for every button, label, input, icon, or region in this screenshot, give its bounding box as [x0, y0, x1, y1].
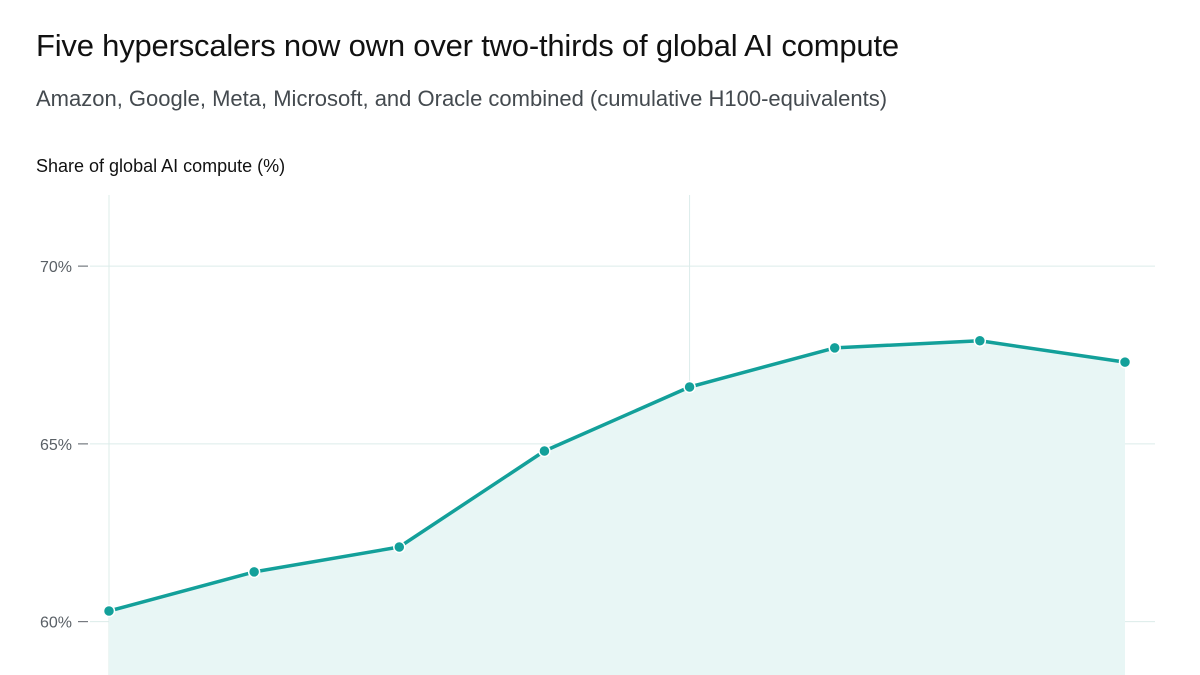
data-point	[393, 540, 406, 554]
area-fill	[109, 340, 1125, 675]
series-line	[108, 339, 1126, 613]
data-point	[973, 334, 987, 348]
data-point	[828, 341, 841, 355]
data-points	[102, 334, 1132, 618]
chart-subtitle: Amazon, Google, Meta, Microsoft, and Ora…	[36, 86, 888, 111]
y-tick-label: 70%	[40, 259, 72, 276]
data-point	[247, 565, 261, 579]
data-point	[683, 380, 696, 394]
chart-title: Five hyperscalers now own over two-third…	[36, 28, 899, 63]
data-point	[102, 604, 116, 618]
data-point	[1118, 355, 1132, 369]
y-axis: 60% 65% 70%	[40, 259, 88, 632]
y-tick-label: 65%	[40, 437, 72, 454]
data-point	[538, 444, 551, 458]
y-tick-label: 60%	[40, 615, 72, 632]
y-axis-label: Share of global AI compute (%)	[36, 156, 286, 176]
